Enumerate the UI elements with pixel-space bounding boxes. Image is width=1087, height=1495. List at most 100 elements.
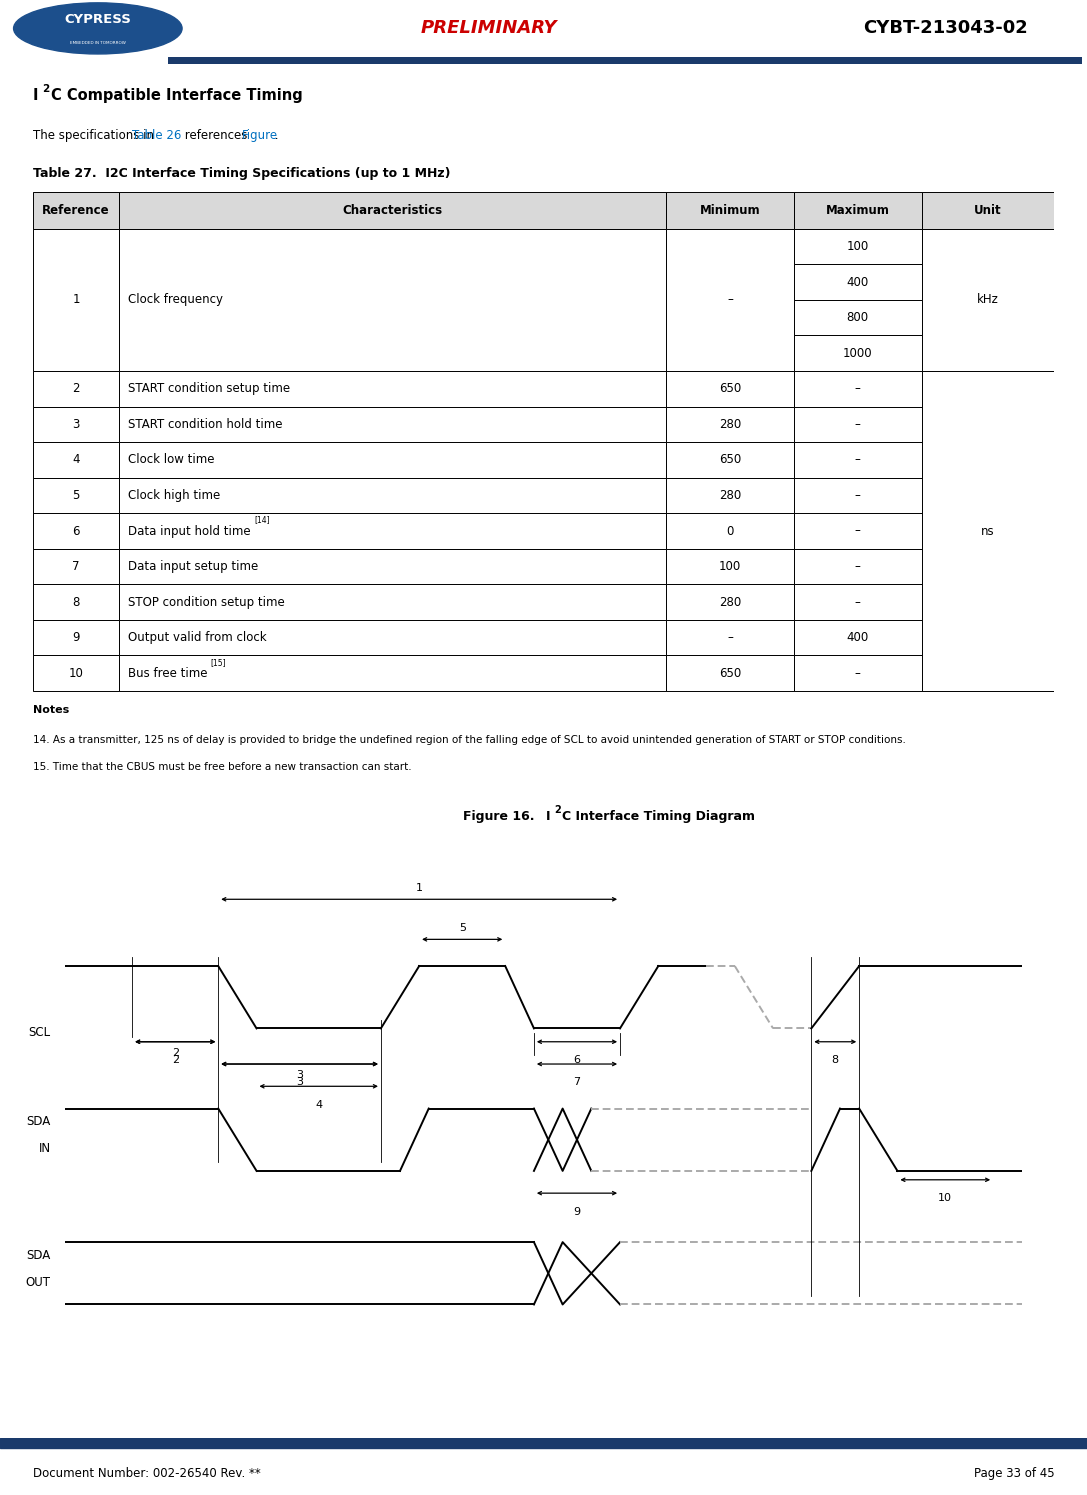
Text: CYBT-213043-02: CYBT-213043-02 <box>863 19 1028 37</box>
Text: ns: ns <box>982 525 995 538</box>
Text: 3: 3 <box>296 1078 303 1087</box>
Bar <box>794 620 922 655</box>
Text: CYPRESS: CYPRESS <box>64 13 132 27</box>
Text: Clock frequency: Clock frequency <box>127 293 223 306</box>
Text: –: – <box>854 561 861 573</box>
Bar <box>120 371 666 407</box>
Text: 4: 4 <box>315 1100 322 1109</box>
Text: 100: 100 <box>847 241 869 253</box>
Bar <box>666 443 794 478</box>
Bar <box>922 585 1054 620</box>
Text: 5: 5 <box>459 922 465 933</box>
Text: 7: 7 <box>73 561 79 573</box>
Text: STOP condition setup time: STOP condition setup time <box>127 595 285 608</box>
Text: Notes: Notes <box>33 704 68 715</box>
Bar <box>120 478 666 513</box>
Text: 280: 280 <box>719 595 741 608</box>
Bar <box>922 655 1054 691</box>
Text: –: – <box>854 383 861 395</box>
Text: .: . <box>271 129 278 142</box>
Text: OUT: OUT <box>26 1275 51 1289</box>
Text: –: – <box>854 667 861 680</box>
Text: START condition setup time: START condition setup time <box>127 383 290 395</box>
Bar <box>922 443 1054 478</box>
Bar <box>666 191 794 229</box>
Bar <box>33 655 120 691</box>
Bar <box>794 513 922 549</box>
Text: Figure 16.: Figure 16. <box>463 810 544 824</box>
Text: 4: 4 <box>73 453 79 466</box>
Bar <box>922 478 1054 513</box>
Text: 400: 400 <box>847 631 869 644</box>
Bar <box>794 371 922 407</box>
Text: 800: 800 <box>847 311 869 324</box>
Bar <box>666 655 794 691</box>
Text: Output valid from clock: Output valid from clock <box>127 631 266 644</box>
Text: The specifications in: The specifications in <box>33 129 158 142</box>
Text: 5: 5 <box>73 489 79 502</box>
Text: Bus free time: Bus free time <box>127 667 208 680</box>
Bar <box>120 191 666 229</box>
Bar <box>33 229 120 371</box>
Text: 15. Time that the CBUS must be free before a new transaction can start.: 15. Time that the CBUS must be free befo… <box>33 762 411 773</box>
Bar <box>922 549 1054 585</box>
Ellipse shape <box>14 3 182 54</box>
Text: –: – <box>727 293 733 306</box>
Text: –: – <box>727 631 733 644</box>
Text: Table 27.  I2C Interface Timing Specifications (up to 1 MHz): Table 27. I2C Interface Timing Specifica… <box>33 167 450 179</box>
Text: I: I <box>546 810 550 824</box>
Text: kHz: kHz <box>977 293 999 306</box>
Text: 650: 650 <box>719 453 741 466</box>
Text: 8: 8 <box>832 1055 839 1064</box>
Text: 6: 6 <box>73 525 79 538</box>
Text: –: – <box>854 417 861 431</box>
Bar <box>922 191 1054 229</box>
Text: SDA: SDA <box>26 1115 51 1129</box>
Bar <box>922 371 1054 691</box>
Bar <box>33 191 120 229</box>
Text: 2: 2 <box>554 804 562 815</box>
Bar <box>922 620 1054 655</box>
Text: 650: 650 <box>719 383 741 395</box>
Text: –: – <box>854 453 861 466</box>
Text: 2: 2 <box>41 84 49 94</box>
Text: I: I <box>33 88 38 103</box>
Text: IN: IN <box>39 1142 51 1156</box>
Text: 400: 400 <box>847 275 869 289</box>
Bar <box>666 371 794 407</box>
Text: Maximum: Maximum <box>826 203 889 217</box>
Bar <box>120 513 666 549</box>
Text: [15]: [15] <box>210 658 226 667</box>
Bar <box>666 478 794 513</box>
Text: 9: 9 <box>73 631 79 644</box>
Text: Clock low time: Clock low time <box>127 453 214 466</box>
Text: 1: 1 <box>73 293 79 306</box>
Text: Data input setup time: Data input setup time <box>127 561 258 573</box>
Bar <box>794 407 922 443</box>
Bar <box>794 549 922 585</box>
Text: Unit: Unit <box>974 203 1002 217</box>
Bar <box>666 229 794 371</box>
Text: 2: 2 <box>172 1048 178 1058</box>
Text: Page 33 of 45: Page 33 of 45 <box>974 1467 1054 1480</box>
Bar <box>794 335 922 371</box>
Bar <box>33 620 120 655</box>
Text: SDA: SDA <box>26 1248 51 1262</box>
Text: [14]: [14] <box>254 516 270 525</box>
Bar <box>120 655 666 691</box>
Text: Figure: Figure <box>242 129 278 142</box>
Bar <box>120 407 666 443</box>
Text: 9: 9 <box>574 1206 580 1217</box>
Bar <box>922 229 1054 371</box>
Bar <box>120 549 666 585</box>
Bar <box>33 585 120 620</box>
Text: 0: 0 <box>726 525 734 538</box>
Bar <box>120 585 666 620</box>
Bar <box>33 478 120 513</box>
Bar <box>794 443 922 478</box>
Bar <box>120 229 666 371</box>
Bar <box>33 407 120 443</box>
Text: –: – <box>854 525 861 538</box>
Text: Document Number: 002-26540 Rev. **: Document Number: 002-26540 Rev. ** <box>33 1467 261 1480</box>
Text: START condition hold time: START condition hold time <box>127 417 283 431</box>
